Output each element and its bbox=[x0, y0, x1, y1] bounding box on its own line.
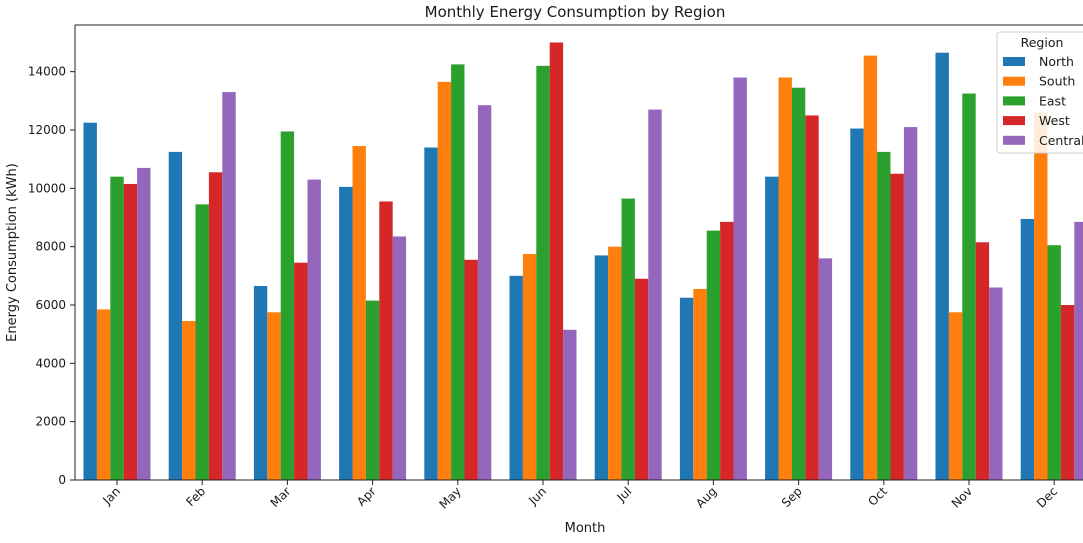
bar-north-dec bbox=[1020, 218, 1035, 480]
bar-north-sep bbox=[765, 176, 779, 481]
y-tick-label: 0 bbox=[58, 473, 66, 487]
bar-west-mar bbox=[294, 262, 308, 480]
bar-central-mar bbox=[307, 179, 321, 480]
bar-south-aug bbox=[693, 288, 707, 480]
y-tick-label: 8000 bbox=[35, 240, 66, 254]
bar-north-aug bbox=[679, 297, 694, 480]
x-tick-label: Jan bbox=[99, 484, 123, 508]
legend-swatch-central bbox=[1003, 135, 1025, 145]
x-axis-label: Month bbox=[565, 521, 606, 536]
legend-label-north: North bbox=[1039, 54, 1074, 69]
x-tick-label: Oct bbox=[865, 484, 890, 509]
legend-label-central: Central bbox=[1039, 133, 1083, 148]
bar-west-sep bbox=[805, 115, 819, 481]
bar-south-sep bbox=[778, 77, 792, 480]
legend-swatch-south bbox=[1003, 76, 1025, 86]
y-tick-label: 10000 bbox=[28, 181, 66, 195]
bar-west-jul bbox=[634, 278, 649, 480]
bar-north-may bbox=[424, 147, 438, 480]
bar-west-dec bbox=[1060, 305, 1075, 480]
bar-central-oct bbox=[903, 127, 918, 480]
bar-north-nov bbox=[935, 52, 949, 481]
bar-east-dec bbox=[1047, 245, 1061, 480]
bar-central-feb bbox=[222, 92, 236, 480]
bar-north-jul bbox=[594, 255, 609, 480]
y-tick-label: 12000 bbox=[28, 123, 66, 137]
x-tick-label: May bbox=[436, 484, 463, 511]
x-tick-label: Apr bbox=[354, 484, 379, 509]
bar-west-aug bbox=[720, 221, 734, 481]
chart-title: Monthly Energy Consumption by Region bbox=[425, 3, 726, 21]
y-tick-label: 4000 bbox=[35, 356, 66, 370]
bar-north-jan bbox=[83, 122, 97, 481]
bar-central-dec bbox=[1074, 221, 1083, 481]
bar-south-apr bbox=[352, 146, 366, 481]
bar-central-apr bbox=[392, 236, 407, 480]
x-tick-label: Mar bbox=[268, 484, 294, 510]
bar-east-apr bbox=[365, 300, 380, 481]
bar-west-oct bbox=[890, 173, 904, 480]
bar-west-jan bbox=[123, 183, 138, 480]
bar-east-jul bbox=[621, 198, 635, 481]
bar-south-mar bbox=[267, 312, 281, 480]
bar-north-apr bbox=[339, 186, 353, 481]
bar-central-sep bbox=[818, 258, 833, 480]
legend-title: Region bbox=[1021, 35, 1064, 50]
bar-west-feb bbox=[208, 172, 223, 481]
bar-central-jun bbox=[563, 329, 577, 480]
bar-south-jun bbox=[522, 253, 537, 480]
x-tick-label: Jun bbox=[525, 484, 549, 508]
y-tick-label: 6000 bbox=[35, 298, 66, 312]
bar-central-aug bbox=[733, 77, 747, 480]
y-tick-label: 14000 bbox=[28, 65, 66, 79]
bar-east-sep bbox=[791, 87, 806, 481]
bar-east-jan bbox=[110, 176, 124, 481]
bar-east-may bbox=[451, 64, 465, 481]
bar-south-feb bbox=[182, 321, 196, 480]
bar-east-jun bbox=[536, 65, 550, 480]
bar-east-feb bbox=[195, 204, 209, 481]
bar-central-may bbox=[477, 105, 492, 481]
bar-central-jul bbox=[648, 109, 662, 480]
bar-east-oct bbox=[877, 151, 891, 481]
bar-east-nov bbox=[962, 93, 976, 480]
y-tick-label: 2000 bbox=[35, 415, 66, 429]
bar-north-mar bbox=[253, 286, 268, 480]
bar-west-jun bbox=[549, 42, 564, 480]
y-axis-label: Energy Consumption (kWh) bbox=[5, 163, 20, 342]
bar-central-jan bbox=[137, 167, 151, 481]
x-tick-label: Jul bbox=[613, 484, 634, 505]
bar-south-may bbox=[437, 81, 452, 481]
bar-north-jun bbox=[509, 275, 523, 480]
bar-south-dec bbox=[1034, 112, 1048, 480]
bar-south-oct bbox=[863, 55, 878, 481]
bar-west-apr bbox=[379, 201, 393, 480]
bars-layer bbox=[83, 42, 1083, 481]
x-tick-label: Dec bbox=[1034, 484, 1060, 510]
bar-west-nov bbox=[975, 242, 990, 480]
legend-label-east: East bbox=[1039, 93, 1066, 108]
legend-swatch-west bbox=[1003, 116, 1025, 126]
bar-west-may bbox=[464, 259, 478, 480]
bar-north-feb bbox=[168, 151, 183, 481]
x-tick-label: Feb bbox=[183, 484, 208, 509]
legend-swatch-north bbox=[1003, 57, 1025, 66]
x-tick-label: Sep bbox=[779, 484, 805, 510]
bar-south-jan bbox=[96, 309, 111, 481]
bar-north-oct bbox=[850, 128, 864, 481]
bar-south-nov bbox=[948, 312, 963, 480]
x-tick-label: Nov bbox=[949, 484, 975, 510]
x-tick-label: Aug bbox=[693, 484, 719, 510]
legend: Region North South East West Central bbox=[996, 31, 1083, 154]
legend-label-west: West bbox=[1039, 113, 1070, 128]
legend-swatch-east bbox=[1003, 96, 1025, 106]
bar-central-nov bbox=[989, 287, 1003, 480]
legend-label-south: South bbox=[1039, 74, 1075, 89]
bar-east-aug bbox=[706, 230, 721, 480]
bar-east-mar bbox=[280, 131, 295, 480]
bar-south-jul bbox=[608, 246, 622, 480]
